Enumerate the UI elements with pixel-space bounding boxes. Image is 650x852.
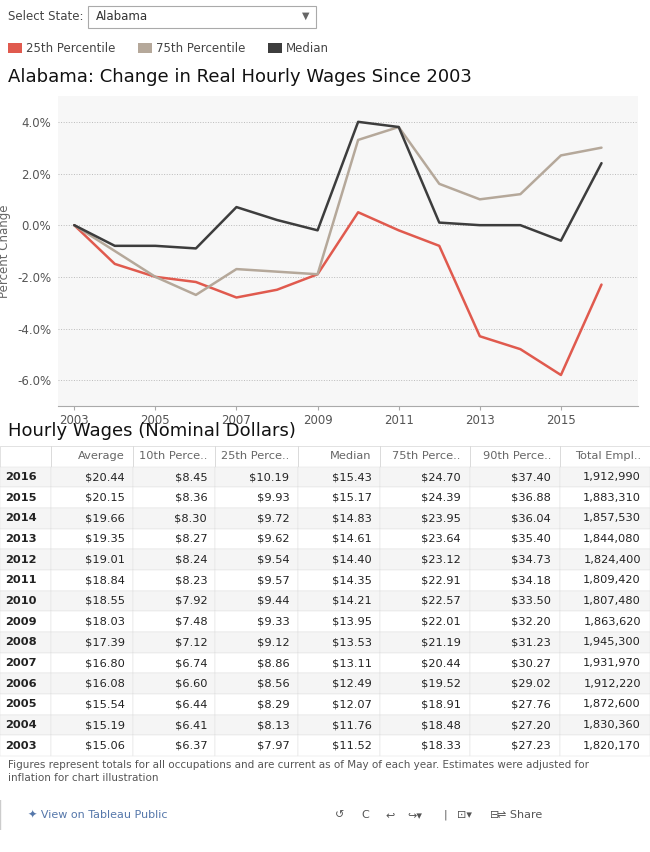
- Text: ▼: ▼: [302, 11, 310, 21]
- Text: C: C: [361, 810, 369, 820]
- Text: ⊡▾: ⊡▾: [458, 810, 473, 820]
- Text: ⇌ Share: ⇌ Share: [497, 810, 543, 820]
- Text: Alabama: Alabama: [96, 9, 148, 22]
- Text: ↩: ↩: [385, 810, 395, 820]
- Text: Figures represent totals for all occupations and are current as of May of each y: Figures represent totals for all occupat…: [8, 760, 589, 783]
- Text: 75th Percentile: 75th Percentile: [156, 42, 246, 55]
- Text: ⊟: ⊟: [490, 810, 500, 820]
- Text: Median: Median: [286, 42, 329, 55]
- Y-axis label: Percent Change: Percent Change: [0, 204, 11, 297]
- Bar: [8, 43, 22, 53]
- Text: ↪▾: ↪▾: [408, 810, 422, 820]
- Text: |: |: [443, 809, 447, 820]
- Text: Select State:: Select State:: [8, 9, 83, 22]
- Text: ↺: ↺: [335, 810, 345, 820]
- Text: ✦ View on Tableau Public: ✦ View on Tableau Public: [28, 810, 168, 820]
- Text: Hourly Wages (Nominal Dollars): Hourly Wages (Nominal Dollars): [8, 422, 296, 440]
- Text: Alabama: Change in Real Hourly Wages Since 2003: Alabama: Change in Real Hourly Wages Sin…: [8, 68, 472, 86]
- Bar: [138, 43, 152, 53]
- Bar: [88, 6, 316, 28]
- Text: 25th Percentile: 25th Percentile: [26, 42, 116, 55]
- Bar: [268, 43, 282, 53]
